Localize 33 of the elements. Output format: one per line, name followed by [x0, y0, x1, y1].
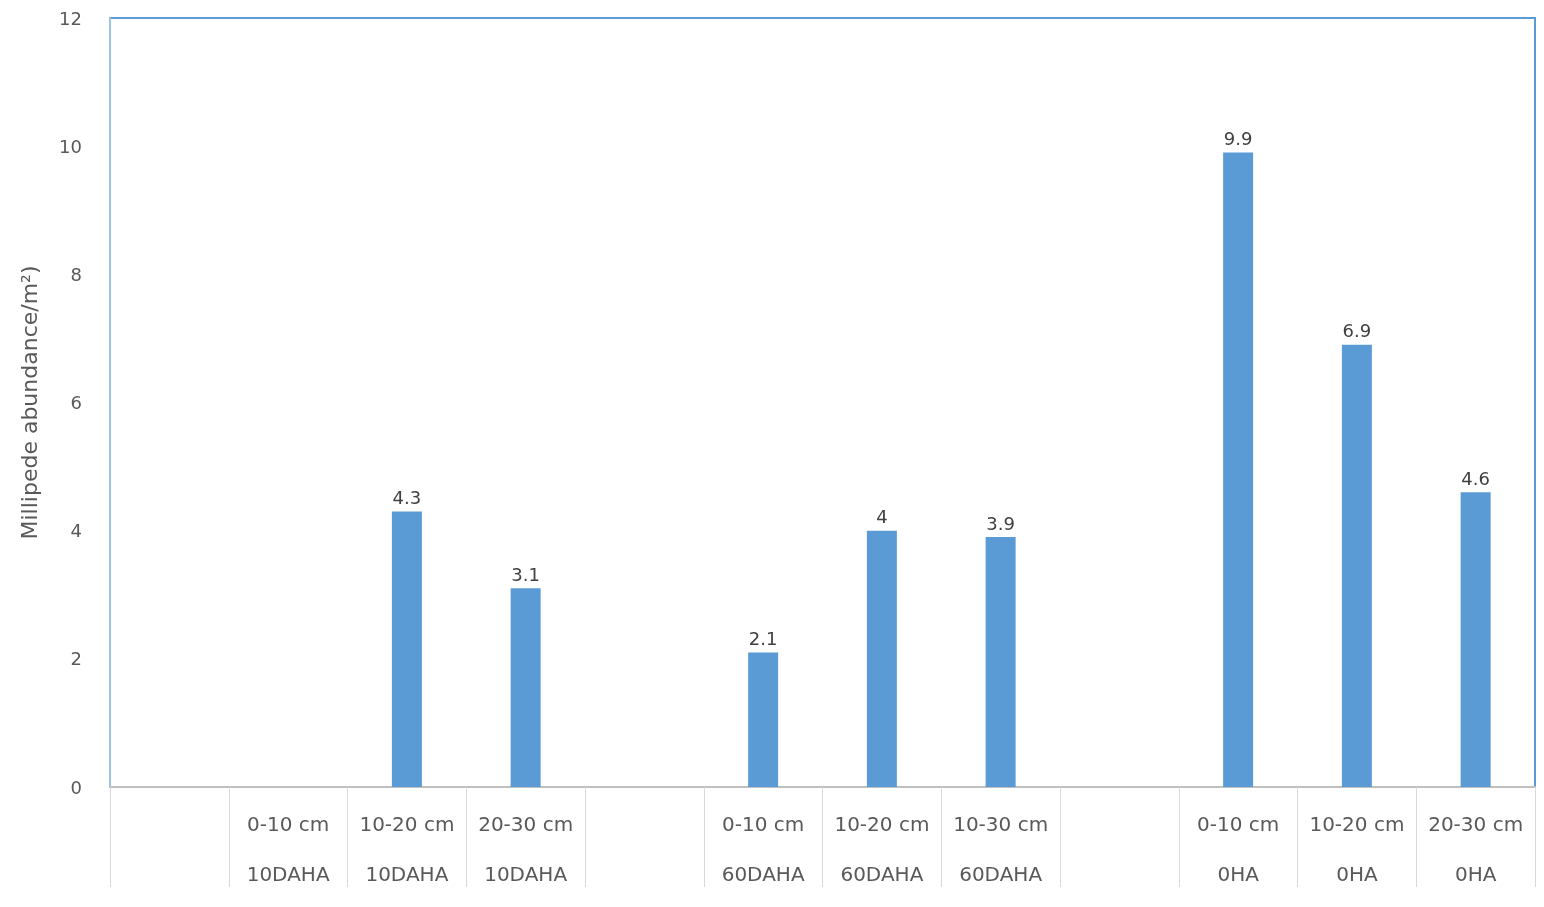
category-label: 20-30 cm 0HA [1428, 812, 1524, 886]
y-tick-label: 12 [59, 7, 82, 29]
bar [866, 530, 897, 787]
data-label: 4 [876, 506, 888, 528]
category-label: 10-30 cm 60DAHA [953, 812, 1049, 886]
bar [985, 537, 1016, 787]
data-label: 6.9 [1342, 320, 1372, 342]
category-label: 0-10 cm 10DAHA [246, 812, 330, 886]
category-label: 10-20 cm 0HA [1309, 812, 1405, 886]
y-tick-label: 0 [70, 776, 82, 798]
data-label: 4.3 [392, 486, 422, 508]
y-axis-title: Millipede abundance/m²) [16, 265, 42, 540]
y-tick-label: 6 [70, 392, 82, 413]
data-label: 4.6 [1461, 467, 1490, 489]
y-tick-label: 8 [70, 263, 82, 285]
y-tick-label: 2 [70, 648, 82, 670]
y-tick-label: 4 [70, 520, 82, 542]
category-label: 0-10 cm 0HA [1197, 812, 1280, 886]
category-label: 0-10 cm 60DAHA [721, 812, 805, 886]
bar [391, 511, 422, 787]
bar [1223, 152, 1254, 787]
data-label: 3.1 [511, 563, 540, 585]
category-label: 10-20 cm 10DAHA [359, 812, 455, 886]
y-tick-label: 10 [59, 135, 82, 157]
bar [748, 652, 779, 787]
category-label: 10-20 cm 60DAHA [834, 812, 930, 886]
bar [510, 588, 541, 787]
data-label: 3.9 [986, 512, 1015, 534]
data-label: 2.1 [748, 627, 778, 649]
category-label: 20-30 cm 10DAHA [478, 812, 574, 886]
bar [1341, 344, 1372, 787]
data-label: 9.9 [1223, 128, 1253, 150]
bar [1460, 492, 1491, 787]
